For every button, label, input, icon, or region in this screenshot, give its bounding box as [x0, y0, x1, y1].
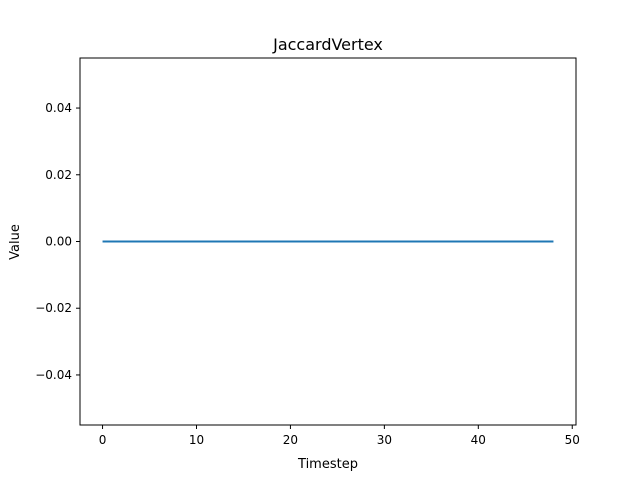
x-axis-ticks: 0 10 20 30 40 50: [99, 425, 580, 447]
y-tick-label: 0.04: [45, 101, 72, 115]
y-axis-ticks: 0.04 0.02 0.00 −0.02 −0.04: [35, 101, 80, 382]
plot-area-frame: [79, 57, 577, 426]
y-tick-label: 0.00: [45, 235, 72, 249]
x-tick-label: 30: [377, 433, 392, 447]
y-tick-label: −0.02: [35, 301, 72, 315]
y-tick-label: −0.04: [35, 368, 72, 382]
x-tick-label: 0: [99, 433, 107, 447]
x-tick-label: 40: [471, 433, 486, 447]
x-tick-label: 50: [565, 433, 580, 447]
x-tick-label: 10: [189, 433, 204, 447]
y-tick-label: 0.02: [45, 168, 72, 182]
chart-title: JaccardVertex: [272, 35, 383, 54]
x-tick-label: 20: [283, 433, 298, 447]
x-axis-label: Timestep: [297, 457, 358, 472]
y-axis-label: Value: [8, 224, 23, 260]
